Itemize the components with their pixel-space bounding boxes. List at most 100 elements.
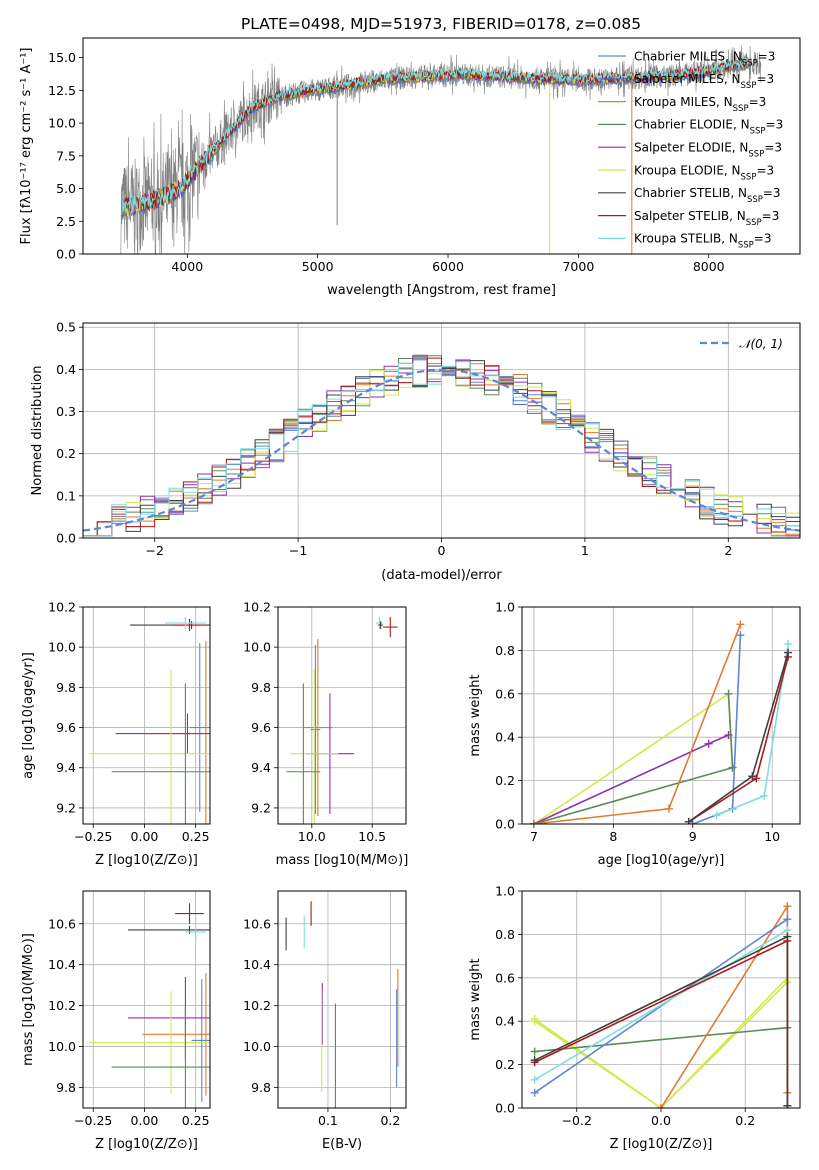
- spectrum-panel: 4000 5000 6000 7000 8000 0.0 2.5 5.0 7.5 10.0 12.5…: [19, 37, 801, 298]
- x-tick-label: 10.0: [298, 829, 326, 844]
- x-tick-label: −0.25: [74, 829, 112, 844]
- weight-point-marker: [783, 915, 792, 924]
- weight-point-marker: [704, 739, 713, 748]
- axes-frame: [521, 606, 801, 825]
- x-tick-label: 4000: [171, 259, 203, 274]
- residuals-y-axis-label: Normed distribution: [30, 366, 45, 496]
- x-tick-label: 6000: [432, 259, 464, 274]
- y-tick-label: 0.2: [495, 1057, 515, 1072]
- y-tick-label: 9.8: [56, 1080, 76, 1095]
- y-tick-label: 0.3: [56, 404, 76, 419]
- x-tick-label: 8: [609, 829, 617, 844]
- weight-line-chabrier-miles: [534, 918, 788, 1094]
- weight-point-marker: [529, 820, 538, 824]
- x-tick-label: 10.5: [358, 829, 386, 844]
- weight-point-marker: [783, 932, 792, 941]
- x-tick-label: 1: [581, 543, 589, 558]
- x-tick-label: 7000: [562, 259, 594, 274]
- x-tick-label: −2: [145, 543, 163, 558]
- weight-point-marker: [783, 902, 792, 911]
- y-tick-label: 9.8: [251, 1080, 271, 1095]
- y-tick-label: 9.8: [251, 680, 271, 695]
- y-tick-label: 10.2: [48, 600, 76, 615]
- weight-line-kroupa-elodie: [534, 977, 788, 1108]
- age-vs-Z-x-axis-label: Z [log10(Z/Z⊙)]: [95, 853, 198, 868]
- weight-point-marker: [530, 1017, 539, 1026]
- weight-point-marker: [530, 1088, 539, 1097]
- x-tick-label: 0.2: [735, 1113, 755, 1128]
- mass-vs-ebv-x-axis-label: E(B-V): [322, 1137, 362, 1152]
- weight-point-marker: [784, 648, 793, 657]
- weight-vs-Z-x-axis-label: Z [log10(Z/Z⊙)]: [610, 1137, 713, 1152]
- y-tick-label: 7.5: [56, 148, 76, 163]
- figure-title: PLATE=0498, MJD=51973, FIBERID=0178, z=0…: [241, 15, 641, 33]
- residuals-x-axis-label: (data-model)/error: [381, 568, 502, 583]
- y-tick-label: 0.4: [56, 362, 76, 377]
- weight-line-kroupa-stelib: [716, 643, 789, 817]
- y-tick-label: 0.0: [495, 1101, 515, 1116]
- mass-vs-ebv-panel: 0.1 0.2 9.8 10.0 10.2 10.4 10.6 E(B-V): [243, 890, 407, 1152]
- weight-line-kroupa-elodie: [534, 981, 788, 1108]
- weight-point-marker: [736, 620, 745, 629]
- y-tick-label: 10.6: [48, 916, 76, 931]
- residuals-plot-area: [83, 354, 800, 537]
- weight-point-marker: [760, 791, 769, 800]
- legend-entry: Salpeter MILES, NSSP=3: [634, 72, 774, 91]
- weight-point-marker: [684, 817, 693, 824]
- axes-frame: [521, 890, 801, 1109]
- weight-point-marker: [784, 639, 793, 648]
- age-vs-Z-y-axis-label: age [log10(age/yr)]: [21, 652, 36, 779]
- y-tick-label: 9.2: [56, 800, 76, 815]
- x-tick-label: 10: [764, 829, 780, 844]
- weight-vs-age-y-axis-label: mass weight: [468, 674, 483, 756]
- weight-point-marker: [530, 1056, 539, 1065]
- y-tick-label: 10.2: [48, 998, 76, 1013]
- y-tick-label: 10.2: [243, 998, 271, 1013]
- gaussian-legend-label: 𝒩(0, 1): [739, 337, 783, 351]
- y-tick-label: 15.0: [48, 50, 76, 65]
- x-tick-label: −0.2: [562, 1113, 592, 1128]
- legend-entry: Kroupa STELIB, NSSP=3: [634, 232, 772, 251]
- x-tick-label: 0.1: [318, 1113, 338, 1128]
- x-tick-label: 0.0: [651, 1113, 671, 1128]
- y-tick-label: 0.0: [56, 531, 76, 546]
- x-tick-label: 5000: [302, 259, 334, 274]
- age-vs-mass-x-axis-label: mass [log10(M/M⊙)]: [276, 853, 409, 868]
- y-tick-label: 1.0: [495, 884, 515, 899]
- mass-vs-ebv-plot-area: [285, 901, 399, 1108]
- weight-line-chabrier-elodie: [534, 1026, 788, 1053]
- legend-entry: Kroupa MILES, NSSP=3: [634, 95, 766, 114]
- weight-point-marker: [530, 1047, 539, 1056]
- y-tick-label: 5.0: [56, 181, 76, 196]
- weight-vs-age-plot-area: [529, 620, 793, 824]
- y-tick-label: 10.6: [243, 916, 271, 931]
- legend-entry: Salpeter ELODIE, NSSP=3: [634, 141, 782, 160]
- weight-vs-Z-plot-area: [530, 902, 792, 1108]
- y-tick-label: 9.6: [56, 720, 76, 735]
- y-tick-label: 10.0: [48, 116, 76, 131]
- y-tick-label: 9.2: [251, 800, 271, 815]
- y-tick-label: 1.0: [495, 600, 515, 615]
- legend-entry: Kroupa ELODIE, NSSP=3: [634, 163, 774, 182]
- weight-line-kroupa-elodie: [533, 692, 734, 824]
- y-tick-label: 9.4: [251, 760, 271, 775]
- legend-entry: Salpeter STELIB, NSSP=3: [634, 209, 779, 228]
- weight-line-kroupa-stelib: [534, 929, 788, 1081]
- y-tick-label: 0.0: [56, 247, 76, 262]
- y-tick-label: 10.2: [243, 600, 271, 615]
- axes-frame: [277, 890, 407, 1109]
- weight-vs-age-x-axis-label: age [log10(age/yr)]: [598, 853, 725, 868]
- weight-point-marker: [736, 631, 745, 640]
- y-tick-label: 0.5: [56, 320, 76, 335]
- x-tick-label: 0.2: [380, 1113, 400, 1128]
- gaussian-reference-curve: [83, 368, 800, 532]
- legend-entry: Chabrier MILES, NSSP=3: [634, 49, 775, 68]
- axes-frame: [82, 322, 801, 539]
- mass-vs-z-panel: −0.25 0.00 0.25 9.8 10.0 10.2 10.4 10.6 Z [log10…: [21, 890, 211, 1152]
- age-vs-mass-panel: 10.0 10.5 9.2 9.4 9.6 9.8 10.0 10.2 mass [log10(…: [243, 600, 408, 869]
- age-vs-Z-plot-area: [89, 617, 210, 824]
- residuals-panel: −2 −1 0 1 2 0.0 0.1 0.2 0.3 0.4 0.5 𝒩(0, 1) (data-mo…: [30, 320, 801, 583]
- mass-vs-Z-y-axis-label: mass [log10(M/M⊙)]: [21, 933, 36, 1066]
- y-tick-label: 0.6: [495, 686, 515, 701]
- legend-entry: Chabrier ELODIE, NSSP=3: [634, 118, 783, 137]
